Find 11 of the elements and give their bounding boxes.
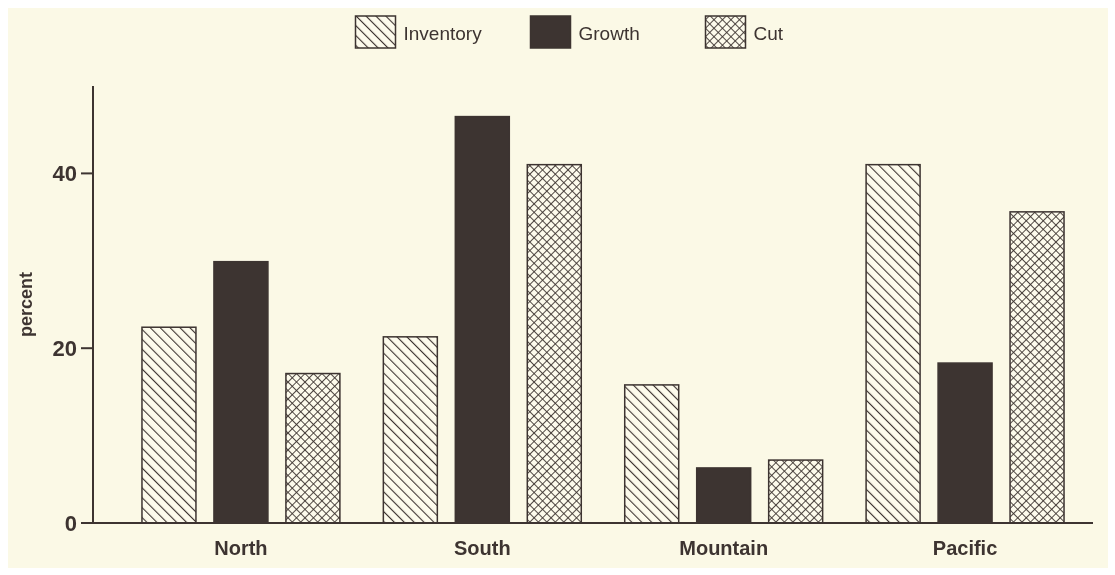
- y-tick-label: 20: [52, 335, 77, 361]
- x-tick-label: Pacific: [932, 537, 998, 559]
- legend-label: Inventory: [403, 23, 483, 44]
- x-tick-label: North: [214, 537, 268, 559]
- legend-label: Cut: [753, 23, 784, 44]
- x-tick-label: Mountain: [679, 537, 769, 559]
- y-tick-label: 40: [52, 161, 77, 187]
- legend-label: Growth: [578, 23, 640, 44]
- y-axis-title: percent: [16, 271, 36, 338]
- x-tick-label: South: [453, 537, 511, 559]
- y-tick-label: 0: [64, 510, 77, 536]
